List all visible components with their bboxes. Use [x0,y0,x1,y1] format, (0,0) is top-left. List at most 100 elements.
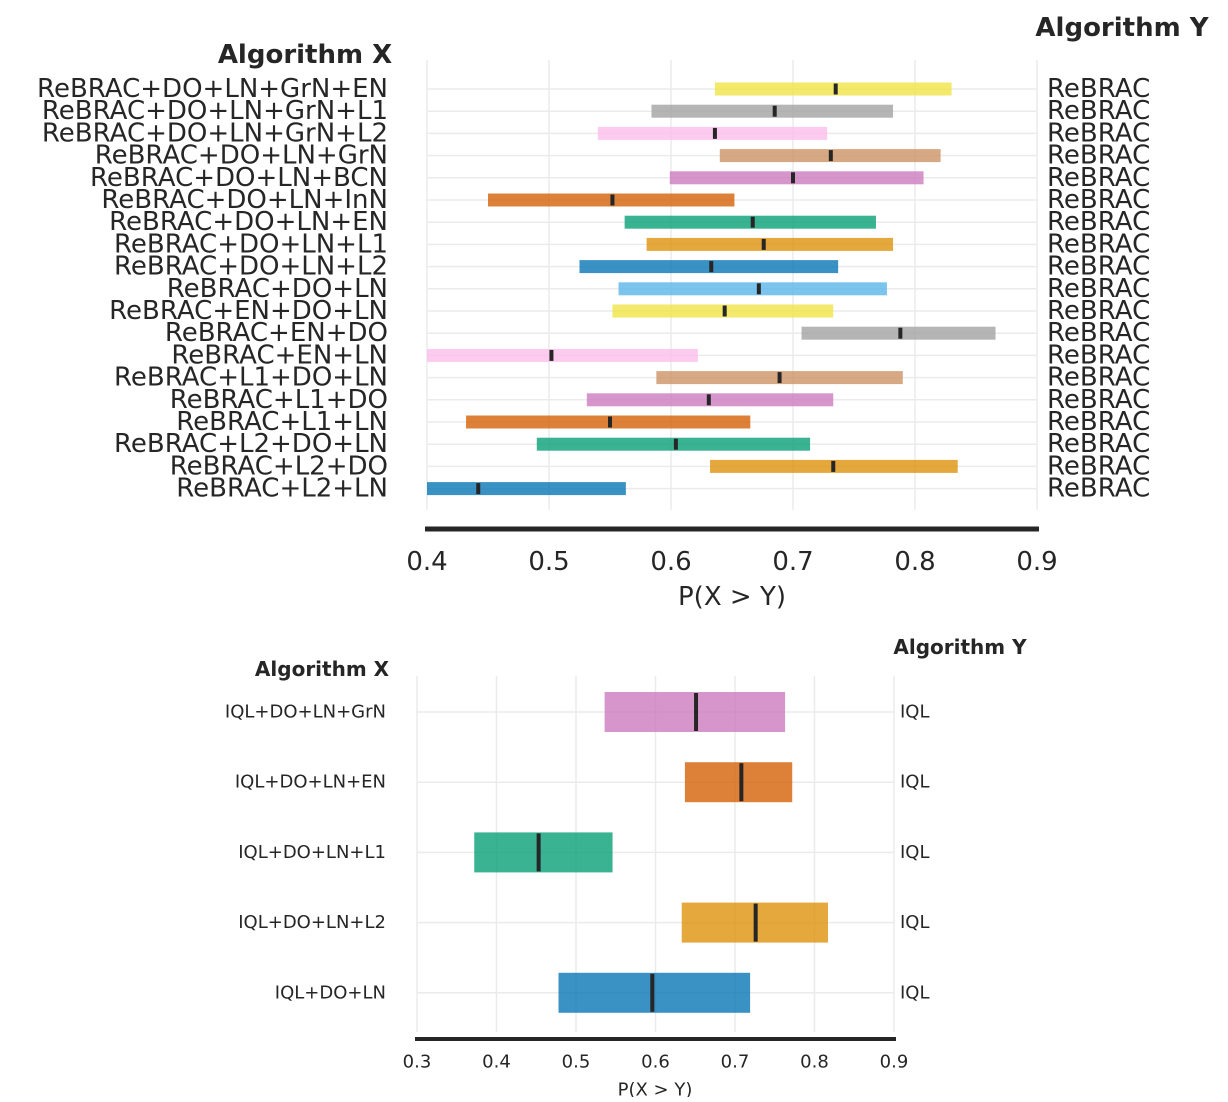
median-marker [750,216,755,228]
algorithm-x-label: IQL+DO+LN+L2 [238,912,386,933]
median-marker [791,172,795,184]
median-marker [709,261,714,273]
algorithm-y-label: ReBRAC [1047,451,1150,481]
x-tick-label: 0.8 [800,1052,829,1073]
algorithm-y-header: Algorithm Y [893,635,1027,659]
x-tick-label: 0.8 [894,547,935,577]
algorithm-y-label: ReBRAC [1047,207,1150,237]
algorithm-x-label: ReBRAC+DO+LN+GrN+L1 [42,96,388,126]
interval-bar [646,237,894,251]
algorithm-y-label: ReBRAC [1047,385,1150,415]
algorithm-y-label: ReBRAC [1047,252,1150,282]
interval-bar [651,104,894,118]
interval-bar [536,437,811,451]
median-marker [549,349,554,361]
median-marker [650,973,655,1012]
algorithm-x-label: ReBRAC+L2+LN [176,474,388,504]
algorithm-x-label: IQL+DO+LN+EN [235,772,386,793]
algorithm-x-label: ReBRAC+L1+LN [176,407,388,437]
iql-panel: IQL+DO+LN+GrN IQL IQL+DO+LN+EN IQL IQL+DO+LN… [225,635,1027,1101]
x-tick-label: 0.5 [562,1052,591,1073]
median-marker [756,283,761,295]
x-tick-label: 0.6 [641,1052,670,1073]
algorithm-x-label: ReBRAC+L1+DO+LN [114,363,388,393]
algorithm-x-header: Algorithm X [255,657,390,681]
algorithm-x-label: ReBRAC+DO+LN+InN [101,185,388,215]
interval-bar [427,348,698,362]
algorithm-y-label: ReBRAC [1047,318,1150,348]
x-tick-label: 0.7 [772,547,813,577]
algorithm-y-label: ReBRAC [1047,340,1150,370]
algorithm-x-label: ReBRAC+DO+LN+L1 [114,229,388,259]
algorithm-y-label: IQL [900,702,930,723]
algorithm-y-label: ReBRAC [1047,363,1150,393]
algorithm-x-label: ReBRAC+DO+LN+GrN [95,141,388,171]
algorithm-y-label: IQL [900,772,930,793]
algorithm-x-label: IQL+DO+LN+GrN [225,702,386,723]
algorithm-x-header: Algorithm X [218,40,392,70]
algorithm-x-label: ReBRAC+DO+LN+GrN+EN [37,74,388,104]
algorithm-y-label: ReBRAC [1047,229,1150,259]
interval-bar [618,282,887,296]
algorithm-y-label: IQL [900,982,930,1003]
median-marker [739,763,744,802]
algorithm-y-label: ReBRAC [1047,429,1150,459]
algorithm-y-label: ReBRAC [1047,141,1150,171]
interval-bar [714,82,952,96]
median-marker [712,127,717,139]
x-tick-label: 0.9 [1016,547,1057,577]
interval-bar [427,482,626,496]
algorithm-y-label: ReBRAC [1047,185,1150,215]
algorithm-x-label: ReBRAC+EN+LN [171,340,388,370]
x-axis-label: P(X > Y) [618,1080,693,1098]
interval-bar [624,215,876,229]
algorithm-x-label: IQL+DO+LN [275,982,386,1003]
x-tick-label: 0.5 [528,547,569,577]
x-tick-label: 0.9 [880,1052,909,1073]
median-marker [831,460,836,472]
median-marker [536,833,541,872]
algorithm-x-label: ReBRAC+DO+LN+L2 [114,252,388,282]
algorithm-y-label: ReBRAC [1047,474,1150,504]
median-marker [706,394,711,406]
x-axis-label: P(X > Y) [678,582,786,612]
algorithm-x-label: IQL+DO+LN+L1 [238,842,386,863]
algorithm-y-label: ReBRAC [1047,296,1150,326]
algorithm-y-label: IQL [900,842,930,863]
algorithm-x-label: ReBRAC+L1+DO [170,385,388,415]
algorithm-x-label: ReBRAC+EN+DO+LN [109,296,388,326]
median-marker [833,83,838,95]
interval-bar [474,832,613,873]
algorithm-y-label: ReBRAC [1047,96,1150,126]
algorithm-x-label: ReBRAC+DO+LN+BCN [90,163,388,193]
algorithm-y-label: ReBRAC [1047,274,1150,304]
median-marker [476,483,481,495]
median-marker [761,238,766,250]
x-tick-label: 0.4 [482,1052,511,1073]
algorithm-y-label: ReBRAC [1047,407,1150,437]
median-marker [608,416,612,428]
median-marker [828,150,833,162]
interval-bar [684,762,793,803]
median-marker [722,305,727,317]
algorithm-x-label: ReBRAC+DO+LN [167,274,388,304]
median-marker [673,438,678,450]
algorithm-y-header: Algorithm Y [1035,13,1209,43]
algorithm-x-label: ReBRAC+DO+LN+EN [109,207,388,237]
x-tick-label: 0.6 [650,547,691,577]
algorithm-y-label: ReBRAC [1047,163,1150,193]
median-marker [610,194,615,206]
median-marker [777,372,782,384]
algorithm-x-label: ReBRAC+L2+DO [170,451,388,481]
median-marker [753,903,758,942]
median-marker [772,105,777,117]
algorithm-x-label: ReBRAC+DO+LN+GrN+L2 [42,118,388,148]
rebrac-panel: ReBRAC+DO+LN+GrN+EN ReBRAC ReBRAC+DO+LN+Gr… [37,13,1210,612]
algorithm-x-label: ReBRAC+EN+DO [165,318,388,348]
algorithm-y-label: ReBRAC [1047,118,1150,148]
interval-bar [669,171,924,185]
algorithm-x-label: ReBRAC+L2+DO+LN [114,429,388,459]
median-marker [694,693,699,731]
